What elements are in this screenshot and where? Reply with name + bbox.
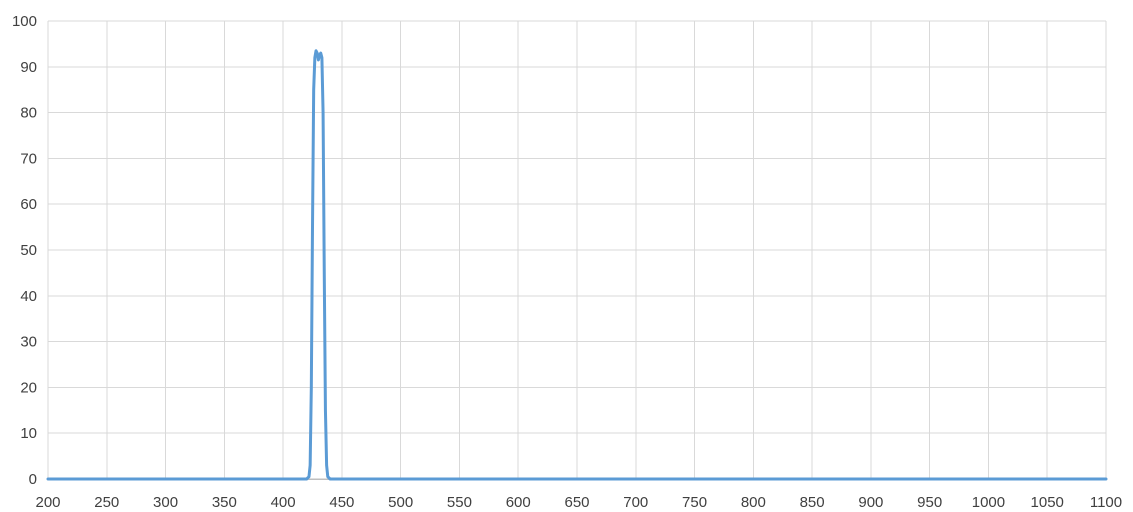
x-tick-label-700: 700 <box>623 494 648 511</box>
y-tick-label-20: 20 <box>20 379 37 396</box>
x-tick-label-950: 950 <box>917 494 942 511</box>
horizontal-gridlines <box>48 20 1106 434</box>
x-tick-label-600: 600 <box>506 494 531 511</box>
x-tick-label-550: 550 <box>447 494 472 511</box>
y-tick-label-10: 10 <box>20 425 37 442</box>
y-tick-label-0: 0 <box>29 471 37 488</box>
y-tick-label-50: 50 <box>20 242 37 259</box>
y-tick-label-40: 40 <box>20 288 37 305</box>
x-tick-label-800: 800 <box>741 494 766 511</box>
y-tick-label-60: 60 <box>20 196 37 213</box>
x-tick-label-350: 350 <box>212 494 237 511</box>
series-line-1 <box>46 49 1108 481</box>
y-tick-label-80: 80 <box>20 105 37 122</box>
x-tick-label-750: 750 <box>682 494 707 511</box>
series-group <box>46 49 1108 481</box>
x-tick-label-850: 850 <box>800 494 825 511</box>
y-tick-label-90: 90 <box>20 59 37 76</box>
y-tick-labels: 0 10 20 30 40 50 60 70 80 90 100 <box>12 13 37 488</box>
x-tick-labels: 200 250 300 350 400 450 500 550 600 650 700 750 800 8… <box>35 494 1122 511</box>
y-tick-label-100: 100 <box>12 13 37 30</box>
x-tick-label-900: 900 <box>858 494 883 511</box>
y-tick-label-30: 30 <box>20 334 37 351</box>
x-tick-label-500: 500 <box>388 494 413 511</box>
x-tick-label-1050: 1050 <box>1031 494 1064 511</box>
x-tick-label-1000: 1000 <box>972 494 1005 511</box>
x-tick-label-200: 200 <box>35 494 60 511</box>
x-tick-label-450: 450 <box>329 494 354 511</box>
x-tick-label-1100: 1100 <box>1090 494 1122 511</box>
x-tick-label-400: 400 <box>271 494 296 511</box>
x-tick-label-650: 650 <box>564 494 589 511</box>
y-tick-label-70: 70 <box>20 150 37 167</box>
x-tick-label-250: 250 <box>94 494 119 511</box>
x-tick-label-300: 300 <box>153 494 178 511</box>
